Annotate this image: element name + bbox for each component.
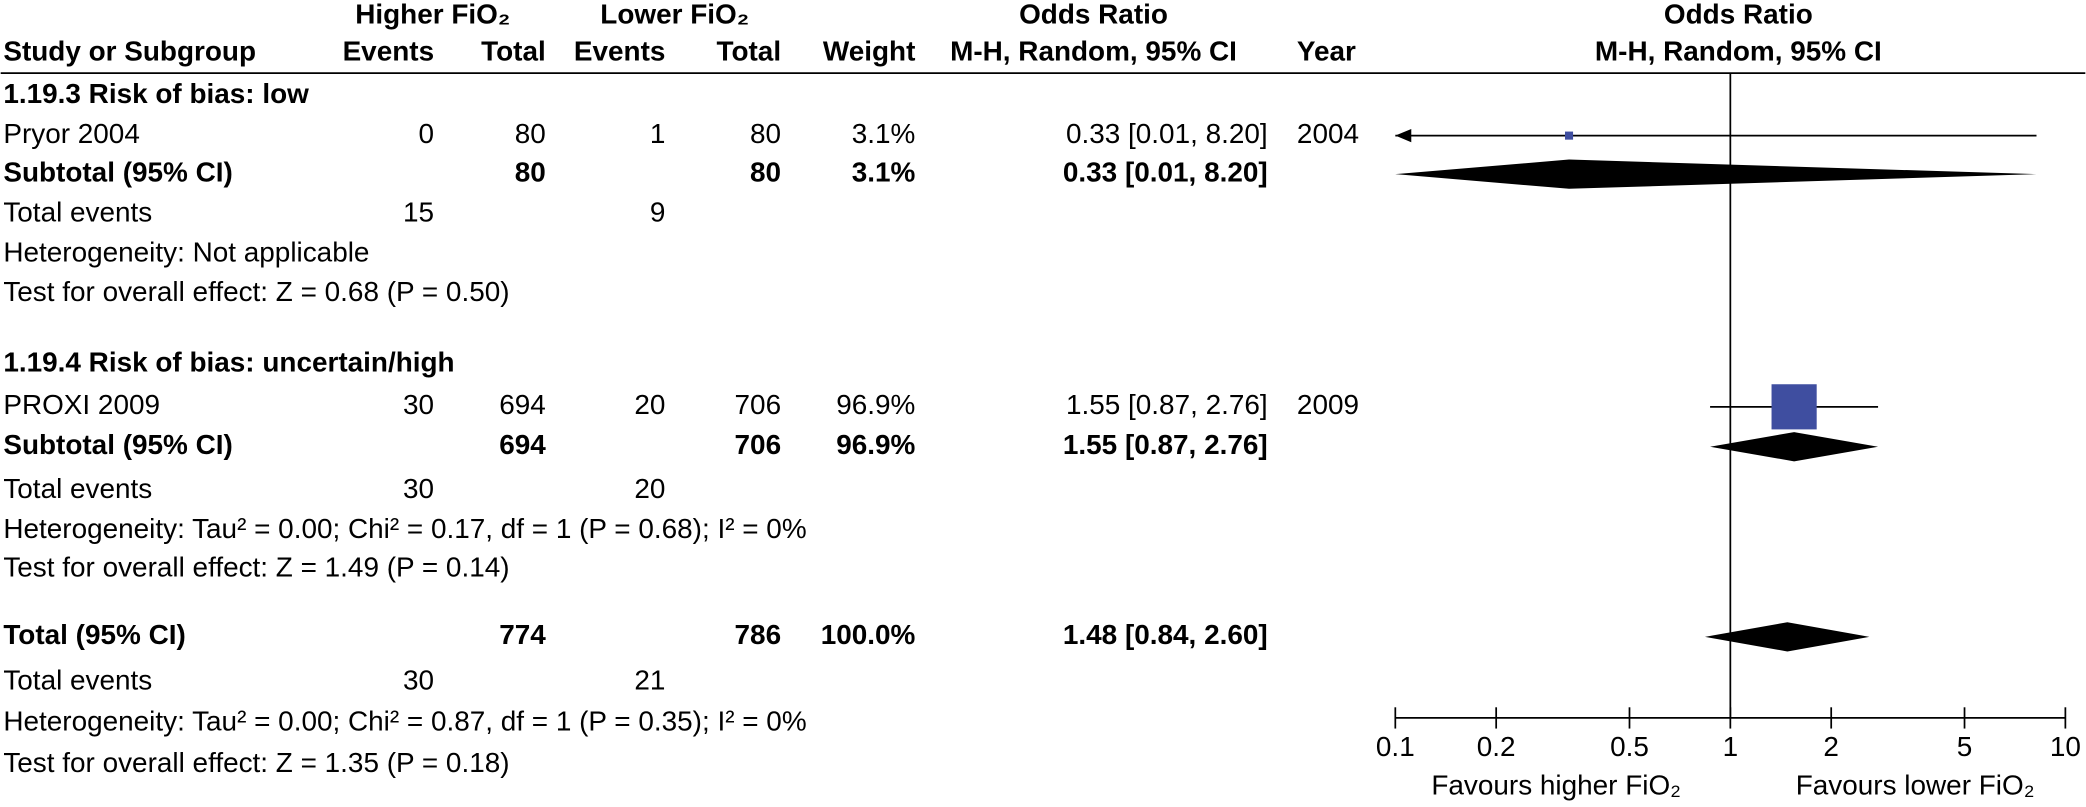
- x-tick-label: 2: [1823, 731, 1839, 762]
- cell-study: Total events: [3, 473, 152, 504]
- x-tick-label: 0.2: [1477, 731, 1516, 762]
- cell-n2: 786: [735, 619, 782, 650]
- cell-weight: 3.1%: [852, 157, 916, 188]
- cell-n1: 694: [499, 389, 546, 420]
- x-tick-label: 1: [1723, 731, 1739, 762]
- cell-study: PROXI 2009: [3, 389, 160, 420]
- column-header: Study or Subgroup: [3, 36, 256, 67]
- cell-or_ci: 1.48 [0.84, 2.60]: [1063, 619, 1268, 650]
- cell-study: 1.19.3 Risk of bias: low: [3, 78, 309, 109]
- cell-e1: 30: [403, 664, 434, 695]
- cell-study: Total (95% CI): [3, 619, 185, 650]
- x-tick-label: 10: [2050, 731, 2081, 762]
- column-header: Year: [1297, 36, 1356, 67]
- header-group: Lower FiO₂: [600, 0, 749, 29]
- ci-arrow: [1395, 128, 1412, 143]
- cell-n2: 706: [735, 389, 782, 420]
- cell-study: Total events: [3, 664, 152, 695]
- cell-year: 2004: [1297, 118, 1359, 149]
- cell-weight: 100.0%: [821, 619, 916, 650]
- x-tick-label: 0.5: [1610, 731, 1649, 762]
- cell-e2: 9: [650, 196, 666, 227]
- cell-n1: 80: [515, 157, 546, 188]
- cell-or_ci: 0.33 [0.01, 8.20]: [1063, 157, 1268, 188]
- cell-e2: 1: [650, 118, 666, 149]
- cell-weight: 3.1%: [852, 118, 916, 149]
- cell-n1: 774: [499, 619, 546, 650]
- summary-diamond: [1704, 622, 1870, 652]
- cell-study: Subtotal (95% CI): [3, 429, 232, 460]
- column-header: Total: [716, 36, 781, 67]
- cell-weight: 96.9%: [836, 389, 915, 420]
- cell-n2: 706: [735, 429, 782, 460]
- cell-or_ci: 0.33 [0.01, 8.20]: [1066, 118, 1268, 149]
- cell-or_ci: 1.55 [0.87, 2.76]: [1063, 429, 1268, 460]
- column-header: Weight: [823, 36, 916, 67]
- cell-study: 1.19.4 Risk of bias: uncertain/high: [3, 347, 454, 378]
- cell-year: 2009: [1297, 389, 1359, 420]
- header-group: Odds Ratio: [1019, 0, 1168, 29]
- cell-study: Heterogeneity: Tau² = 0.00; Chi² = 0.87,…: [3, 706, 806, 737]
- cell-study: Total events: [3, 196, 152, 227]
- cell-n1: 694: [499, 429, 546, 460]
- cell-e1: 0: [419, 118, 435, 149]
- cell-study: Test for overall effect: Z = 1.35 (P = 0…: [3, 747, 509, 778]
- column-header: Total: [481, 36, 546, 67]
- column-header: Events: [343, 36, 435, 67]
- cell-or_ci: 1.55 [0.87, 2.76]: [1066, 389, 1268, 420]
- column-header: M-H, Random, 95% CI: [1595, 36, 1882, 67]
- x-tick-label: 5: [1957, 731, 1973, 762]
- cell-n2: 80: [750, 118, 781, 149]
- favours-label: Favours lower FiO₂: [1796, 769, 2035, 800]
- summary-diamond: [1395, 159, 2037, 189]
- cell-n2: 80: [750, 157, 781, 188]
- column-header: M-H, Random, 95% CI: [950, 36, 1237, 67]
- cell-e2: 20: [634, 389, 665, 420]
- cell-e2: 20: [634, 473, 665, 504]
- cell-study: Subtotal (95% CI): [3, 157, 232, 188]
- summary-diamond: [1710, 432, 1879, 462]
- cell-weight: 96.9%: [836, 429, 915, 460]
- column-header: Events: [574, 36, 666, 67]
- cell-study: Test for overall effect: Z = 0.68 (P = 0…: [3, 276, 509, 307]
- cell-e1: 15: [403, 196, 434, 227]
- cell-e2: 21: [634, 664, 665, 695]
- cell-study: Heterogeneity: Tau² = 0.00; Chi² = 0.17,…: [3, 513, 806, 544]
- header-group: Higher FiO₂: [355, 0, 510, 29]
- cell-e1: 30: [403, 389, 434, 420]
- header-group: Odds Ratio: [1664, 0, 1813, 29]
- cell-e1: 30: [403, 473, 434, 504]
- cell-n1: 80: [515, 118, 546, 149]
- cell-study: Heterogeneity: Not applicable: [3, 236, 369, 267]
- point-estimate: [1771, 384, 1817, 430]
- cell-study: Pryor 2004: [3, 118, 140, 149]
- cell-study: Test for overall effect: Z = 1.49 (P = 0…: [3, 551, 509, 582]
- favours-label: Favours higher FiO₂: [1431, 769, 1681, 800]
- x-tick-label: 0.1: [1376, 731, 1415, 762]
- point-estimate: [1564, 131, 1574, 140]
